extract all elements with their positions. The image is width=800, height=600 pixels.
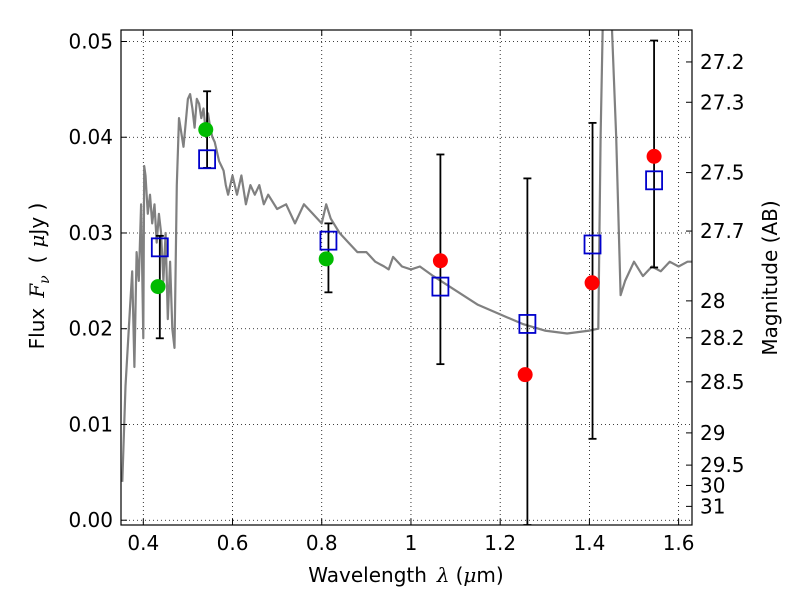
grid-lines	[121, 30, 692, 525]
x-axis-unit-rest: m)	[476, 563, 503, 587]
observed-red-point	[432, 253, 448, 269]
x-axis-label-symbol: λ	[436, 563, 450, 587]
y-axis-unit-rest: Jy )	[25, 203, 49, 237]
x-axis-unit-mu: μ	[463, 563, 476, 587]
y-tick-label: 0.03	[68, 221, 113, 245]
observed-red-point	[517, 367, 533, 383]
model-square-marker	[645, 170, 663, 191]
y-axis-label-symbol: F	[25, 283, 49, 299]
x-tick-label: 0.6	[217, 531, 249, 555]
observed-green-point	[198, 122, 214, 138]
magnitude-tick-label: 30	[700, 473, 725, 497]
model-square-marker	[518, 314, 537, 334]
observed-green-point	[150, 279, 166, 295]
magnitude-tick-label: 28.2	[700, 326, 745, 350]
model-square-marker	[198, 149, 216, 170]
observed-red-point	[646, 148, 662, 164]
y-tick-label: 0.01	[68, 412, 113, 436]
observed-red-point	[584, 275, 600, 291]
y-axis-label: Flux Fν ( μJy )	[25, 203, 53, 350]
x-axis-ticks: 0.4 0.6 0.8 1 1.2 1.4 1.6	[127, 30, 695, 555]
x-tick-label: 1.2	[484, 531, 516, 555]
y-tick-label: 0.00	[68, 508, 113, 532]
magnitude-axis-label: Magnitude (AB)	[758, 200, 782, 355]
magnitude-tick-label: 28	[700, 289, 725, 313]
x-tick-label: 1	[405, 531, 418, 555]
y-axis-label-subscript: ν	[37, 275, 53, 284]
y-tick-label: 0.04	[68, 125, 113, 149]
plot-frame	[120, 29, 693, 526]
observed-photometry	[150, 122, 662, 383]
magnitude-tick-label: 27.7	[700, 219, 745, 243]
y-tick-label: 0.02	[68, 317, 113, 341]
magnitude-tick-label: 27.3	[700, 90, 745, 114]
magnitude-tick-label: 28.5	[700, 370, 745, 394]
x-tick-label: 0.8	[306, 531, 338, 555]
x-tick-label: 1.4	[573, 531, 605, 555]
x-tick-label: 1.6	[663, 531, 695, 555]
x-axis-unit-prefix: (	[456, 563, 464, 587]
model-square-marker	[431, 276, 450, 297]
magnitude-tick-label: 29	[700, 421, 725, 445]
y-axis-unit-mu: μ	[25, 235, 49, 248]
y-axis-unit-prefix: (	[25, 256, 49, 264]
model-square-marker	[583, 234, 602, 255]
magnitude-tick-label: 29.5	[700, 453, 745, 477]
magnitude-tick-label: 27.2	[700, 50, 745, 74]
x-axis-label-text: Wavelength	[308, 563, 427, 587]
y-axis-ticks: 0.00 0.01 0.02 0.03 0.04 0.05	[68, 29, 127, 532]
magnitude-tick-label: 31	[700, 494, 725, 518]
model-photometry	[150, 149, 663, 334]
x-tick-label: 0.4	[127, 531, 159, 555]
x-axis-label: Wavelength λ (μm)	[308, 563, 503, 587]
model-square-marker	[150, 237, 169, 258]
model-square-marker	[319, 230, 338, 251]
y-axis-label-text: Flux	[25, 308, 49, 350]
magnitude-tick-label: 27.5	[700, 161, 745, 185]
observed-green-point	[318, 251, 334, 267]
template-spectrum-line	[121, 30, 692, 482]
y-tick-label: 0.05	[68, 29, 113, 53]
template-spectrum	[121, 30, 692, 482]
